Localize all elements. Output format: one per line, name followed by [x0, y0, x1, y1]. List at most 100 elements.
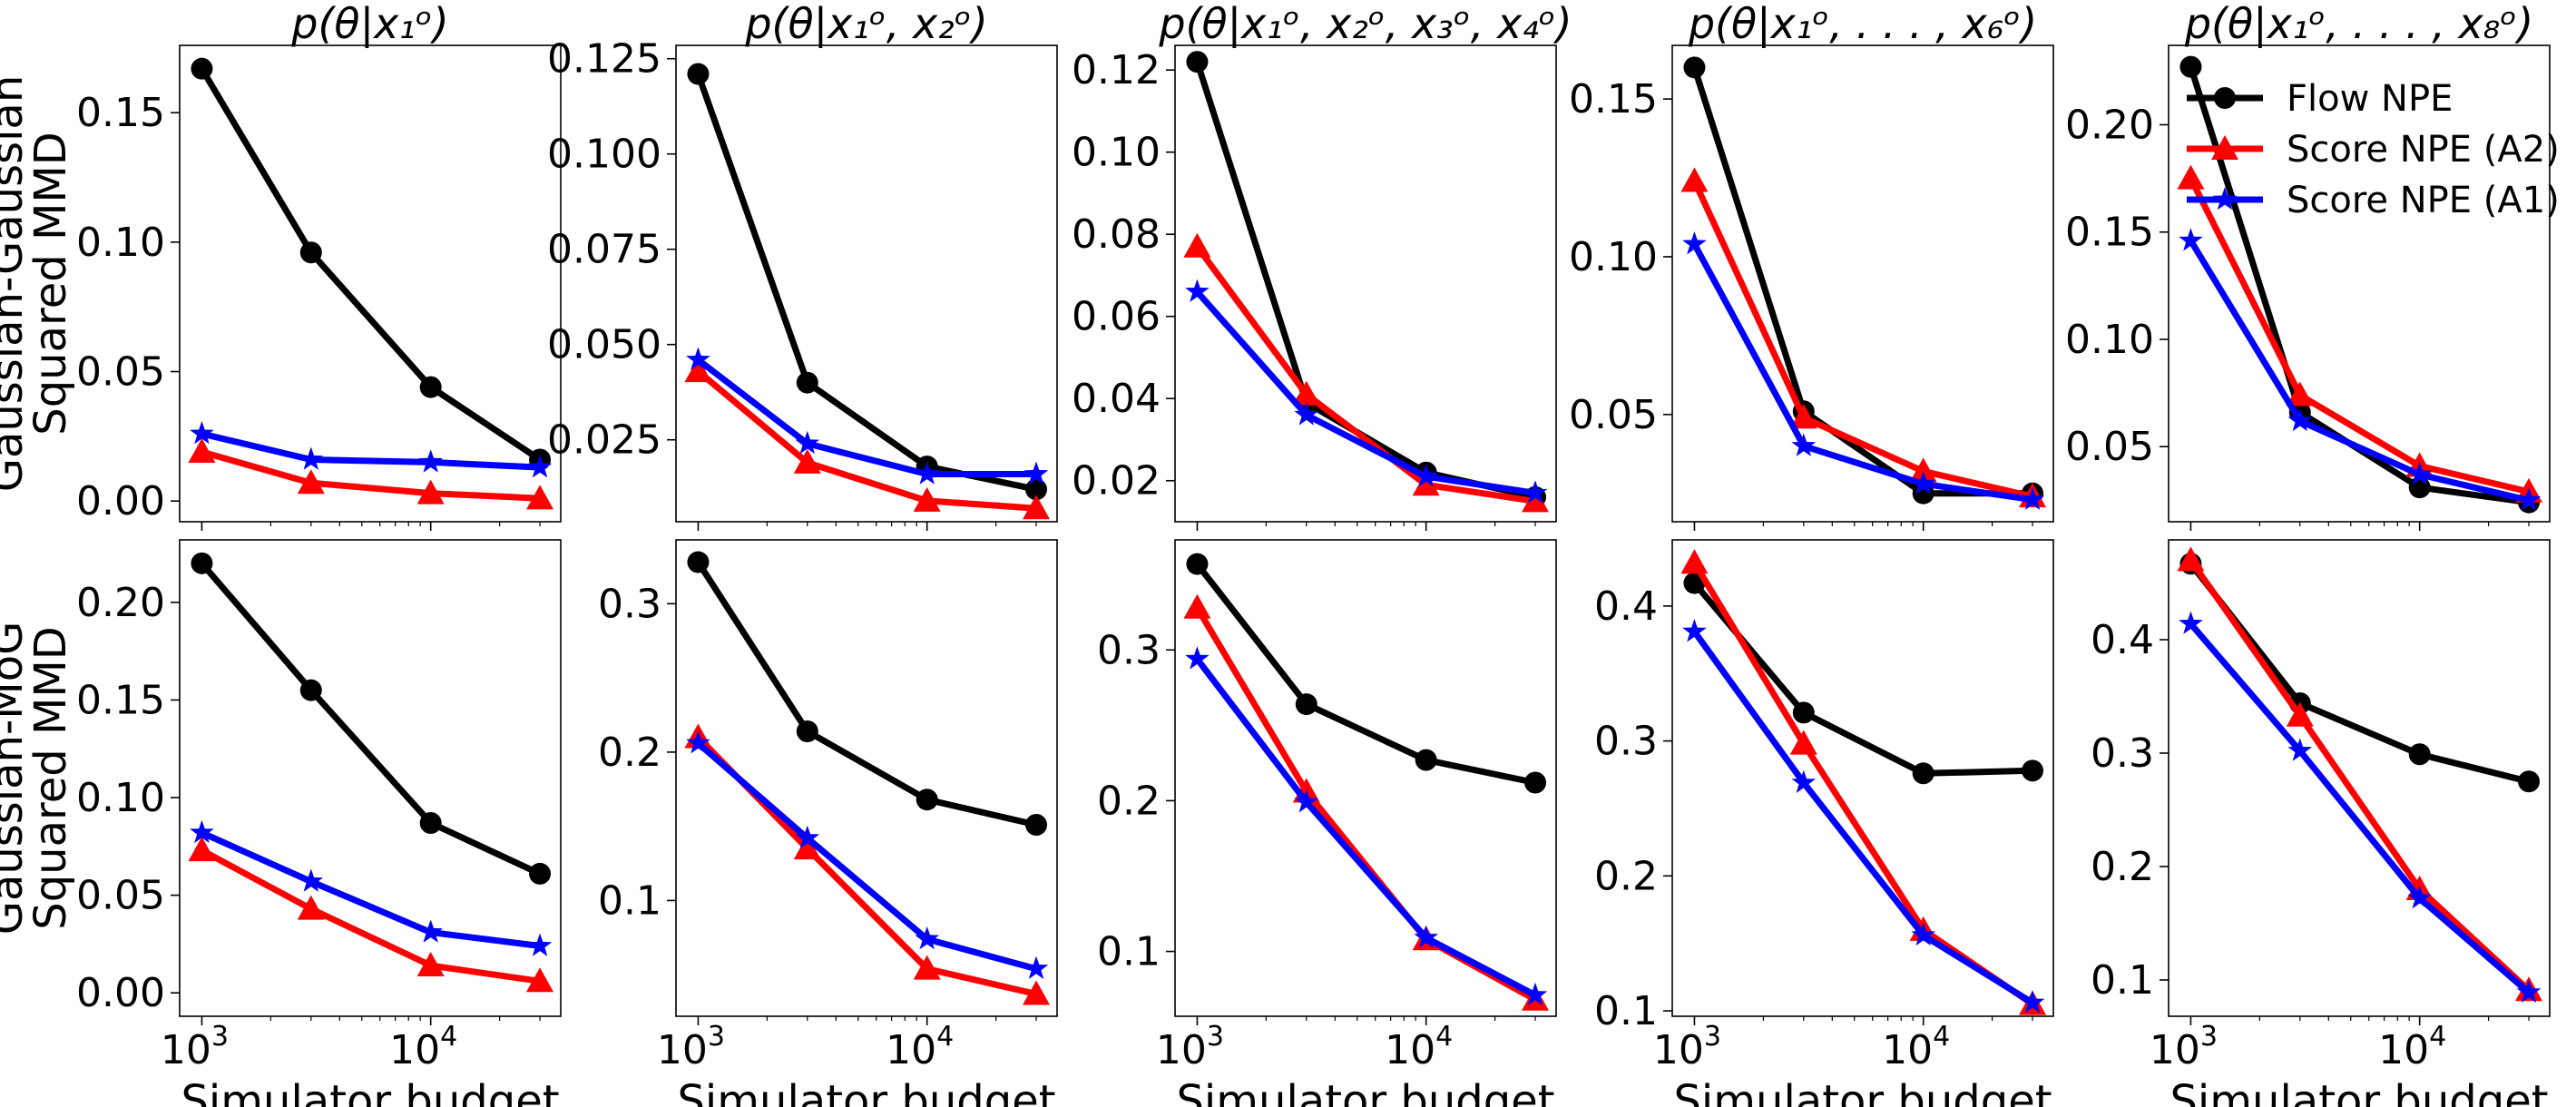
y-tick-label: 0.2: [598, 730, 661, 776]
score-npe-a2-point: [913, 955, 941, 980]
score-npe-a2-line: [198, 847, 544, 985]
score-npe-a2-line: [694, 367, 1040, 512]
row-2-ylabel-line-2: Squared MMD: [25, 626, 76, 930]
score-npe-a2-point: [1412, 471, 1440, 496]
score-npe-a1-line: [1193, 289, 1539, 496]
x-tick-label: 103: [1653, 1021, 1721, 1073]
x-tick-base: 10: [1385, 1027, 1435, 1073]
y-tick-label: 0.10: [76, 775, 165, 821]
score-npe-a2-point: [526, 967, 554, 993]
flow-npe-point: [1186, 553, 1209, 575]
score-npe-a2-line: [2187, 175, 2532, 495]
y-tick-label: 0.100: [547, 132, 661, 178]
y-tick-label: 0.08: [1072, 211, 1161, 258]
x-tick-base: 10: [2150, 1027, 2200, 1073]
score-npe-a1-point: [2516, 487, 2542, 511]
score-npe-a1-point: [418, 449, 443, 473]
y-tick-label: 0.2: [1594, 853, 1658, 899]
y-tick-label: 0.10: [1569, 234, 1658, 280]
score-npe-a1-point: [527, 933, 553, 956]
x-tick-exponent: 4: [440, 1021, 457, 1053]
flow-npe-point: [687, 551, 710, 573]
y-tick-label: 0.10: [2065, 317, 2154, 363]
score-npe-a1-line: [1193, 655, 1539, 999]
score-npe-a2-point: [297, 895, 325, 920]
y-tick-label: 0.05: [1569, 392, 1658, 438]
score-npe-a2-point: [188, 837, 216, 862]
score-npe-a1-point: [1523, 480, 1548, 504]
x-tick-base: 10: [1882, 1027, 1933, 1073]
y-tick-label: 0.4: [1594, 583, 1658, 630]
score-npe-a2-point: [1789, 730, 1817, 755]
x-tick-base: 10: [161, 1027, 211, 1073]
x-tick-base: 10: [2378, 1027, 2429, 1073]
y-tick-label: 0.20: [2065, 103, 2154, 149]
x-tick-base: 10: [1156, 1027, 1207, 1073]
y-tick-label: 0.20: [76, 580, 165, 626]
flow-npe-point: [1186, 51, 1209, 73]
row-1-ylabel-line-1: Gaussian-Gaussian: [0, 75, 33, 493]
score-npe-a1-point: [1682, 231, 1707, 255]
x-axis-title: Simulator budget: [677, 1076, 1055, 1107]
score-npe-a1-point: [1911, 922, 1935, 946]
score-npe-a1-point: [299, 446, 324, 470]
panel-title-4: p(θ|x₁ᵒ, . . . , x₆ᵒ): [1688, 0, 2037, 49]
y-tick-label: 0.125: [547, 36, 661, 83]
score-npe-a1-point: [2407, 886, 2432, 909]
row-1-ylabel-line-2: Squared MMD: [25, 132, 76, 436]
y-tick-label: 0.1: [598, 877, 661, 924]
x-tick-exponent: 4: [936, 1021, 954, 1053]
x-tick-exponent: 4: [1435, 1021, 1453, 1053]
x-tick-exponent: 4: [1933, 1021, 1950, 1053]
y-tick-label: 0.15: [1569, 76, 1658, 122]
score-npe-a1-point: [190, 421, 214, 445]
score-npe-a1-point: [1294, 789, 1319, 813]
flow-npe-point: [2179, 55, 2202, 78]
score-npe-a2-point: [2177, 164, 2205, 190]
y-tick-label: 0.06: [1072, 294, 1161, 340]
score-npe-a1-point: [2407, 462, 2432, 485]
panel-frame: [675, 44, 1058, 523]
score-npe-a2-point: [1680, 549, 1709, 574]
score-npe-a1-point: [2287, 407, 2313, 432]
row-1-ylabel: Gaussian-GaussianSquared MMD: [0, 75, 76, 493]
score-npe-a2-point: [913, 486, 941, 512]
score-npe-a1-line: [198, 829, 544, 949]
flow-npe-point: [1683, 56, 1706, 79]
flow-npe-line: [198, 560, 544, 877]
flow-npe-point: [1792, 701, 1815, 724]
panel-r1-c1: 0.00 0.05 0.10 0.15 p(θ|x₁ᵒ): [76, 0, 562, 531]
score-npe-a1-line: [2187, 237, 2532, 504]
flow-npe-line: [1193, 561, 1539, 786]
y-tick-label: 0.02: [1072, 458, 1161, 505]
score-npe-a1-point: [1414, 925, 1438, 948]
y-tick-label: 0.2: [2091, 844, 2154, 890]
score-npe-a2-line: [1193, 604, 1539, 1004]
flow-npe-line: [198, 65, 544, 463]
row-2-ylabel-line-1: Gaussian-MoG: [0, 622, 33, 936]
panel-frame: [1174, 44, 1557, 523]
score-npe-a2-point: [416, 479, 445, 505]
legend-a2-marker: [2211, 135, 2238, 160]
panel-title-1: p(θ|x₁ᵒ): [290, 0, 448, 49]
x-tick-label: 104: [886, 1021, 954, 1073]
score-npe-a2-point: [1292, 380, 1320, 406]
score-npe-a1-point: [1185, 279, 1210, 302]
y-tick-label: 0.2: [1097, 778, 1161, 824]
x-tick-base: 10: [389, 1027, 440, 1073]
legend-a1-marker: [2212, 187, 2238, 211]
y-tick-label: 0.00: [76, 970, 165, 1016]
score-npe-a1-point: [2287, 738, 2313, 761]
y-tick-label: 0.1: [2091, 957, 2154, 1004]
score-npe-a1-point: [2179, 611, 2203, 634]
flow-npe-line: [694, 71, 1040, 493]
flow-npe-point: [1295, 693, 1317, 716]
flow-npe-point: [529, 862, 552, 885]
flow-npe-point: [1912, 762, 1934, 785]
panel-frame: [1174, 539, 1557, 1017]
score-npe-a2-line: [1690, 178, 2036, 500]
flow-npe-point: [419, 811, 442, 834]
panel-frame: [1671, 539, 2054, 1017]
y-tick-label: 0.10: [76, 220, 165, 266]
